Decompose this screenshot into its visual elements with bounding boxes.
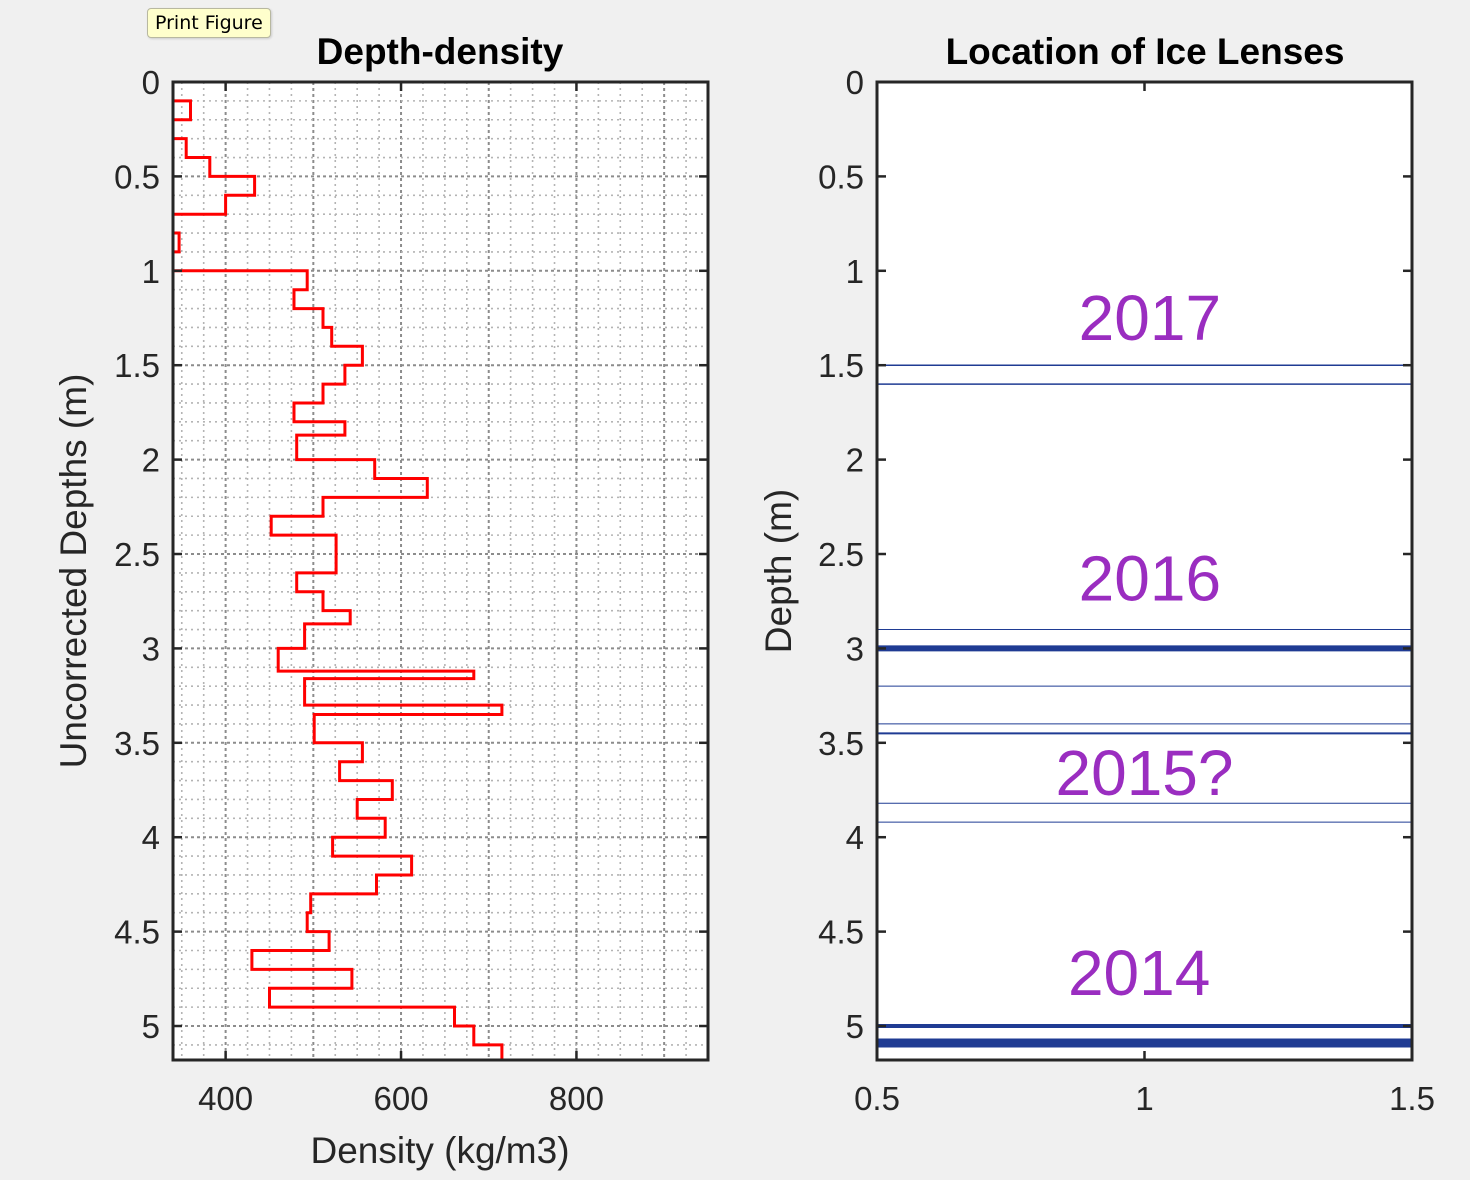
y-tick-label: 0.5 [818, 158, 864, 195]
y-tick-label: 5 [846, 1008, 864, 1045]
y-tick-label: 1 [846, 253, 864, 290]
plot-data: 2017 2016 2015? 2014 [877, 282, 1412, 1048]
y-tick-label: 4 [142, 819, 160, 856]
y-tick-label: 3.5 [114, 725, 160, 762]
tick-marks: 400 600 800 0 0.5 1 1.5 2 2.5 3 3.5 4 4.5 5 [114, 64, 708, 1117]
year-annotation: 2016 [1079, 543, 1221, 615]
density-profile-line [171, 99, 504, 1060]
tick-marks: 0.5 1 1.5 0 0.5 1 1.5 2 2.5 3 3.5 4 4.5 5 [818, 64, 1435, 1117]
y-tick-label: 0 [846, 64, 864, 101]
plot-area [877, 82, 1412, 1060]
x-tick-label: 600 [374, 1080, 429, 1117]
x-tick-label: 1.5 [1389, 1080, 1435, 1117]
y-tick-label: 4.5 [818, 914, 864, 951]
y-tick-label: 1.5 [114, 347, 160, 384]
axes-box [171, 80, 710, 1062]
plot-area [173, 82, 708, 1060]
y-tick-label: 1 [142, 253, 160, 290]
x-tick-label: 1 [1135, 1080, 1153, 1117]
y-tick-label: 3 [142, 630, 160, 667]
y-tick-label: 5 [142, 1008, 160, 1045]
y-tick-label: 2.5 [818, 536, 864, 573]
grid [173, 82, 708, 1060]
y-tick-label: 3 [846, 630, 864, 667]
y-tick-label: 4.5 [114, 914, 160, 951]
year-annotation: 2017 [1079, 282, 1221, 354]
year-annotation: 2014 [1068, 937, 1210, 1009]
year-annotation: 2015? [1056, 737, 1234, 809]
chart-title: Location of Ice Lenses [946, 31, 1345, 72]
x-tick-label: 400 [198, 1080, 253, 1117]
y-tick-label: 1.5 [818, 347, 864, 384]
print-figure-tooltip: Print Figure [147, 8, 271, 38]
y-tick-label: 2.5 [114, 536, 160, 573]
x-tick-label: 800 [549, 1080, 604, 1117]
plot-data [171, 99, 504, 1060]
y-axis-label: Uncorrected Depths (m) [53, 374, 94, 769]
ice-lenses-axes: 2017 2016 2015? 2014 0.5 1 1.5 0 0.5 1 1.5 2 2.5 3 3.… [758, 31, 1435, 1117]
y-tick-label: 0 [142, 64, 160, 101]
x-tick-label: 0.5 [854, 1080, 900, 1117]
x-axis-label: Density (kg/m3) [310, 1130, 569, 1171]
y-tick-label: 3.5 [818, 725, 864, 762]
y-tick-label: 2 [142, 442, 160, 479]
y-tick-label: 2 [846, 442, 864, 479]
chart-title: Depth-density [317, 31, 564, 72]
y-tick-label: 0.5 [114, 158, 160, 195]
y-axis-label: Depth (m) [758, 489, 799, 653]
depth-density-axes: 400 600 800 0 0.5 1 1.5 2 2.5 3 3.5 4 4.5 5 Depth-den… [53, 31, 710, 1171]
y-tick-label: 4 [846, 819, 864, 856]
